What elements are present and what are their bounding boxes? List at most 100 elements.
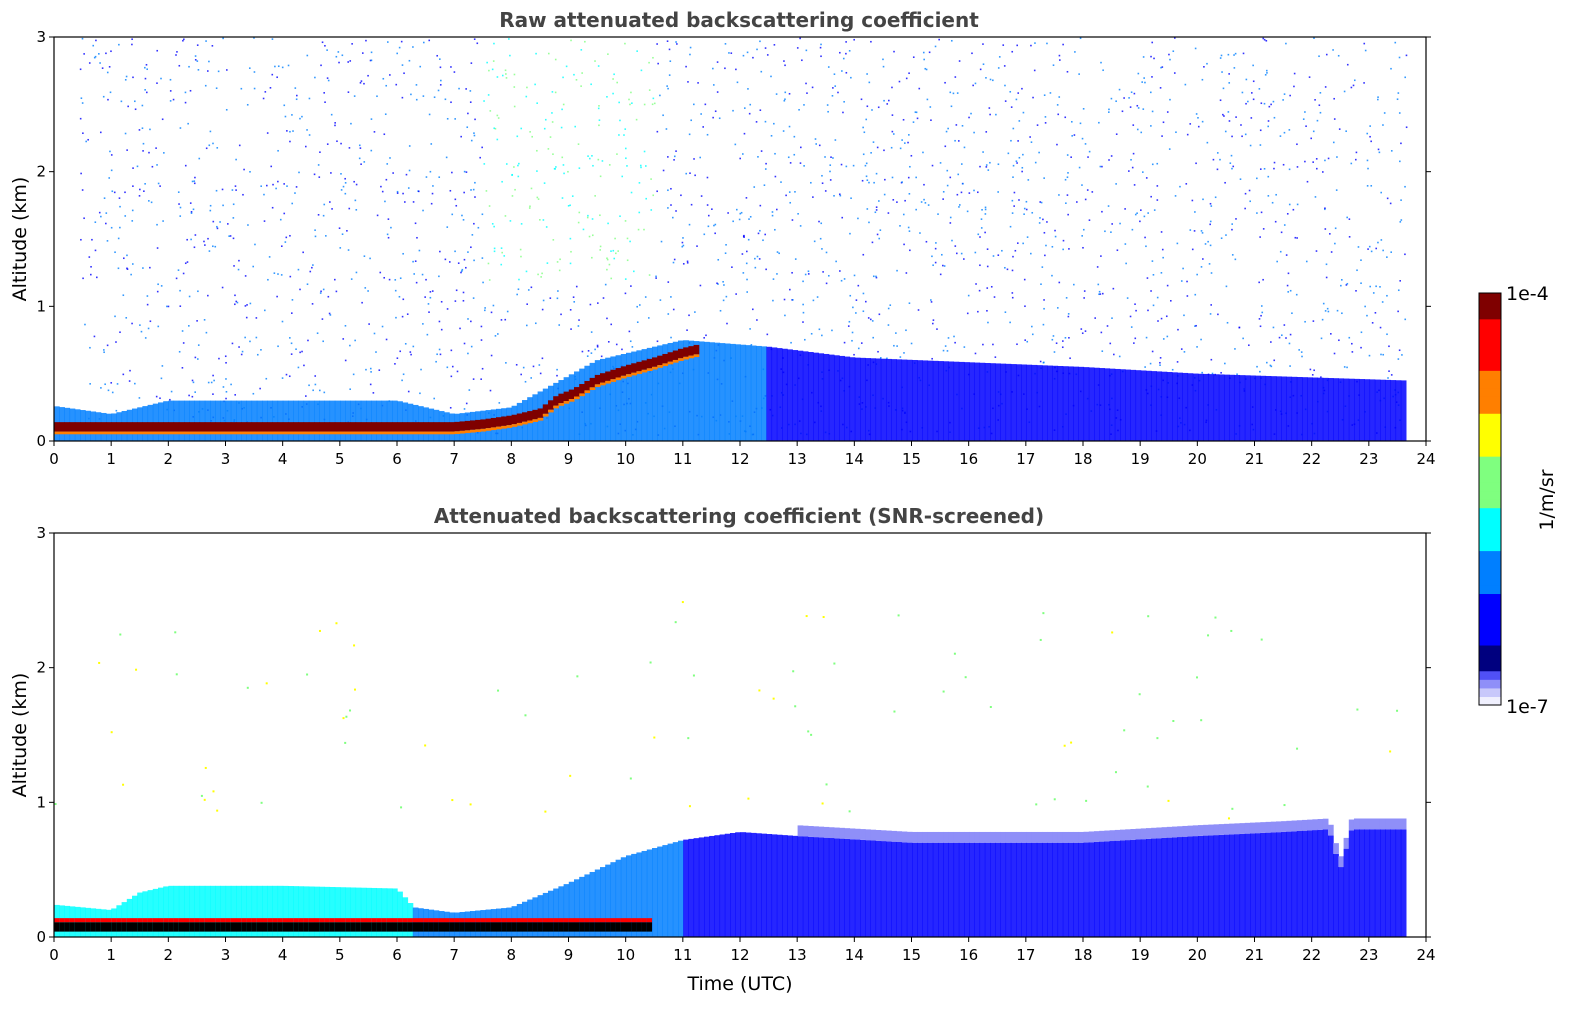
aerosol-column: [1067, 366, 1074, 441]
noise-speck: [764, 233, 767, 236]
noise-speck: [1260, 102, 1263, 105]
black-core: [105, 922, 112, 932]
speck: [687, 737, 690, 740]
aerosol-column: [745, 345, 752, 441]
dense-layer-column: [547, 400, 554, 410]
dense-layer-column: [178, 422, 185, 432]
pale-edge: [1327, 824, 1334, 836]
noise-speck: [277, 149, 279, 152]
noise-speck: [196, 44, 199, 46]
noise-speck: [1238, 326, 1241, 329]
noise-speck: [689, 53, 691, 56]
layer-column: [1197, 835, 1204, 937]
noise-speck: [666, 85, 668, 87]
layer-column: [1140, 839, 1147, 937]
red-edge: [157, 918, 164, 923]
dense-layer-edge: [163, 431, 169, 435]
noise-speck: [83, 217, 85, 220]
noise-speck: [511, 195, 514, 197]
noise-speck: [147, 327, 150, 330]
dense-layer-column: [235, 422, 242, 432]
noise-speck: [970, 112, 972, 115]
noise-speck: [243, 168, 245, 171]
aerosol-column: [1348, 378, 1355, 441]
noise-speck: [845, 52, 847, 55]
noise-speck: [1223, 115, 1225, 117]
layer-column: [755, 833, 762, 937]
noise-speck: [312, 264, 314, 266]
noise-speck: [724, 43, 727, 45]
speck: [1230, 629, 1233, 632]
layer-column: [235, 885, 242, 937]
noise-speck: [516, 135, 519, 138]
dense-layer-edge: [511, 424, 518, 427]
aerosol-column: [1208, 374, 1215, 441]
black-core: [490, 922, 497, 932]
noise-speck: [1325, 53, 1328, 56]
noise-speck: [989, 113, 991, 116]
noise-speck: [1341, 312, 1343, 315]
pale-edge: [937, 831, 944, 843]
noise-speck: [1151, 350, 1154, 353]
aerosol-column: [917, 360, 923, 441]
x-tick-label: 18: [1073, 450, 1092, 468]
layer-column: [922, 842, 929, 937]
noise-speck: [959, 204, 961, 206]
noise-speck: [1084, 198, 1087, 201]
noise-speck: [774, 175, 777, 178]
red-edge: [516, 918, 523, 923]
noise-speck: [449, 189, 452, 192]
black-core: [313, 922, 320, 932]
noise-speck: [742, 153, 744, 155]
noise-speck: [184, 164, 187, 167]
noise-speck: [714, 232, 716, 235]
layer-column: [256, 885, 263, 937]
noise-speck: [1401, 354, 1403, 356]
red-edge: [178, 918, 185, 923]
layer-column: [1010, 842, 1017, 937]
aerosol-column: [365, 400, 372, 441]
aerosol-column: [776, 348, 783, 441]
noise-speck: [407, 390, 410, 393]
dense-layer-edge: [553, 405, 559, 409]
noise-speck: [912, 56, 915, 59]
noise-speck: [942, 264, 944, 267]
noise-speck: [98, 211, 101, 214]
noise-speck: [925, 68, 928, 71]
noise-speck: [1390, 251, 1393, 253]
noise-speck: [1197, 117, 1199, 119]
layer-column: [589, 871, 596, 937]
layer-column: [147, 890, 154, 937]
noise-speck: [665, 128, 668, 130]
noise-speck: [118, 43, 120, 46]
speck: [1207, 634, 1210, 637]
noise-speck: [1151, 76, 1153, 78]
speck: [1260, 638, 1263, 641]
noise-speck: [1229, 162, 1232, 164]
noise-speck: [1368, 245, 1371, 248]
noise-speck: [1360, 346, 1362, 349]
noise-speck: [473, 222, 475, 225]
noise-speck: [1032, 96, 1034, 99]
speck: [544, 810, 547, 813]
noise-speck: [1011, 50, 1014, 53]
noise-speck: [1333, 118, 1336, 120]
noise-speck: [888, 99, 890, 102]
noise-speck: [967, 294, 970, 297]
aerosol-column: [1119, 369, 1126, 441]
layer-column: [1400, 829, 1407, 937]
noise-speck: [410, 353, 412, 356]
red-edge: [319, 918, 325, 923]
noise-speck: [864, 164, 867, 167]
noise-speck: [526, 86, 528, 89]
dense-layer-edge: [137, 431, 143, 435]
noise-speck: [848, 320, 851, 323]
noise-speck: [1004, 100, 1007, 102]
noise-speck: [267, 278, 269, 281]
red-edge: [235, 918, 242, 923]
noise-speck: [1065, 297, 1068, 299]
noise-speck: [394, 289, 397, 292]
noise-speck: [1027, 179, 1030, 181]
noise-speck: [346, 230, 348, 232]
noise-speck: [1208, 263, 1211, 265]
